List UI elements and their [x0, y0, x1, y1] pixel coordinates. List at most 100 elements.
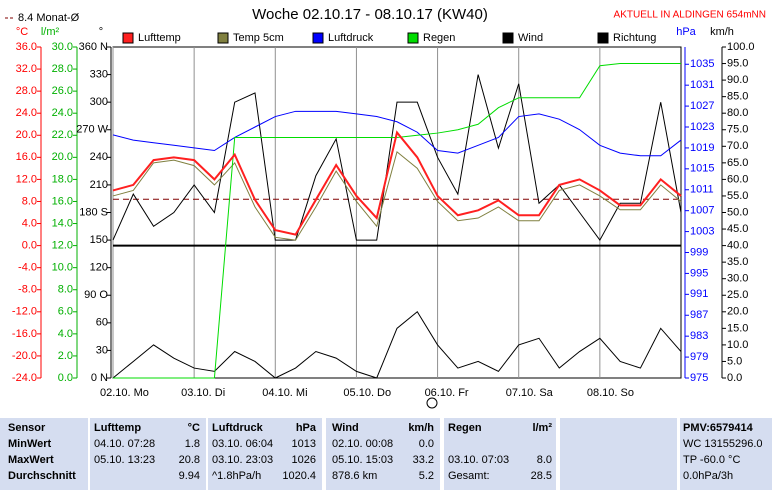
table-header: Luftdruck	[212, 422, 264, 434]
y-tick-label: 15.0	[727, 322, 748, 334]
table-header: Lufttemp	[94, 422, 141, 434]
y-tick-label: 20.0	[727, 306, 748, 318]
y-tick-label: 1019	[690, 142, 714, 154]
table-cell: 0.0hPa/3h	[683, 470, 733, 482]
legend-swatch	[597, 32, 609, 44]
y-tick-label: 150	[90, 234, 108, 246]
y-tick-label: 0 N	[91, 372, 108, 384]
legend-label: Temp 5cm	[233, 32, 284, 44]
series-line	[112, 130, 682, 236]
y-tick-label: 30.0	[727, 273, 748, 285]
y-tick-label: 55.0	[727, 190, 748, 202]
table-cell: 1.8	[185, 438, 200, 450]
table-header: l/m²	[532, 422, 552, 434]
table-cell: WC 13155296.0	[683, 438, 763, 450]
y-tick-label: -12.0	[12, 306, 37, 318]
y-tick-label: 4.0	[58, 328, 73, 340]
y-tick-label: 20.0	[52, 151, 73, 163]
table-cell: 33.2	[413, 454, 434, 466]
table-header: km/h	[408, 422, 434, 434]
y-tick-label: -4.0	[18, 262, 37, 274]
table-cell: 03.10. 07:03	[448, 454, 509, 466]
y-tick-label: 30	[96, 344, 108, 356]
y-tick-label: 5.0	[727, 355, 742, 367]
y-tick-label: 36.0	[16, 41, 37, 53]
table-cell: 0.0	[419, 438, 434, 450]
legend-swatch	[312, 32, 324, 44]
legend-label: Lufttemp	[138, 32, 181, 44]
table-header: PMV:6579414	[683, 422, 754, 434]
table-cell: ^1.8hPa/h	[212, 470, 261, 482]
axis-unit: km/h	[710, 26, 734, 38]
legend-label: Luftdruck	[328, 32, 374, 44]
table-column	[560, 418, 677, 490]
y-tick-label: 1027	[690, 100, 714, 112]
monthly-avg-label: 8.4 Monat-Ø	[18, 12, 80, 24]
y-tick-label: 90.0	[727, 74, 748, 86]
table-column	[680, 418, 772, 490]
y-tick-label: 35.0	[727, 256, 748, 268]
y-tick-label: 22.0	[52, 129, 73, 141]
y-tick-label: 18.0	[52, 173, 73, 185]
table-cell: 878.6 km	[332, 470, 377, 482]
y-tick-label: 95.0	[727, 57, 748, 69]
y-tick-label: 65.0	[727, 157, 748, 169]
table-cell: Gesamt:	[448, 470, 490, 482]
y-tick-label: 330	[90, 68, 108, 80]
table-cell: MaxWert	[8, 454, 54, 466]
table-column	[0, 418, 88, 490]
y-tick-label: 991	[690, 288, 708, 300]
y-tick-label: 28.0	[52, 63, 73, 75]
y-tick-label: 1035	[690, 58, 714, 70]
y-tick-label: 983	[690, 330, 708, 342]
y-tick-label: 1023	[690, 121, 714, 133]
series-line	[112, 74, 682, 242]
y-tick-label: 90 O	[84, 289, 108, 301]
axis-unit: °C	[16, 26, 28, 38]
y-tick-label: 24.0	[52, 107, 73, 119]
y-tick-label: 975	[690, 372, 708, 384]
table-header: °C	[188, 422, 200, 434]
y-tick-label: 999	[690, 246, 708, 258]
y-tick-label: 210	[90, 179, 108, 191]
table-cell: 05.10. 15:03	[332, 454, 393, 466]
table-column	[90, 418, 206, 490]
table-cell: 9.94	[179, 470, 200, 482]
y-tick-label: 32.0	[16, 63, 37, 75]
table-cell: 05.10. 13:23	[94, 454, 155, 466]
y-tick-label: 1007	[690, 205, 714, 217]
y-tick-label: 1031	[690, 79, 714, 91]
table-cell: 8.0	[537, 454, 552, 466]
y-tick-label: 10.0	[727, 339, 748, 351]
y-tick-label: 0.0	[727, 372, 742, 384]
x-tick-label: 06.10. Fr	[425, 387, 469, 399]
series-line	[112, 311, 682, 379]
x-tick-label: 04.10. Mi	[262, 387, 307, 399]
scroll-handle[interactable]	[426, 397, 438, 409]
y-tick-label: 85.0	[727, 91, 748, 103]
x-tick-label: 08.10. So	[587, 387, 634, 399]
y-tick-label: 8.0	[58, 284, 73, 296]
y-tick-label: 8.0	[22, 195, 37, 207]
y-tick-label: 995	[690, 267, 708, 279]
y-tick-label: -24.0	[12, 372, 37, 384]
y-tick-label: 180 S	[79, 206, 108, 218]
y-tick-label: -8.0	[18, 284, 37, 296]
y-tick-label: 25.0	[727, 289, 748, 301]
y-tick-label: -16.0	[12, 328, 37, 340]
table-cell: MinWert	[8, 438, 52, 450]
y-tick-label: 12.0	[52, 240, 73, 252]
location-annotation: AKTUELL IN ALDINGEN 654mNN	[614, 10, 766, 21]
legend-swatch	[407, 32, 419, 44]
y-tick-label: 14.0	[52, 217, 73, 229]
x-tick-label: 03.10. Di	[181, 387, 225, 399]
y-tick-label: 979	[690, 351, 708, 363]
table-cell: TP -60.0 °C	[683, 454, 740, 466]
axis-unit: °	[99, 26, 103, 38]
y-tick-label: 1015	[690, 163, 714, 175]
y-tick-label: 30.0	[52, 41, 73, 53]
y-tick-label: 28.0	[16, 85, 37, 97]
legend-label: Regen	[423, 32, 455, 44]
table-header: Regen	[448, 422, 482, 434]
y-tick-label: 0.0	[58, 372, 73, 384]
